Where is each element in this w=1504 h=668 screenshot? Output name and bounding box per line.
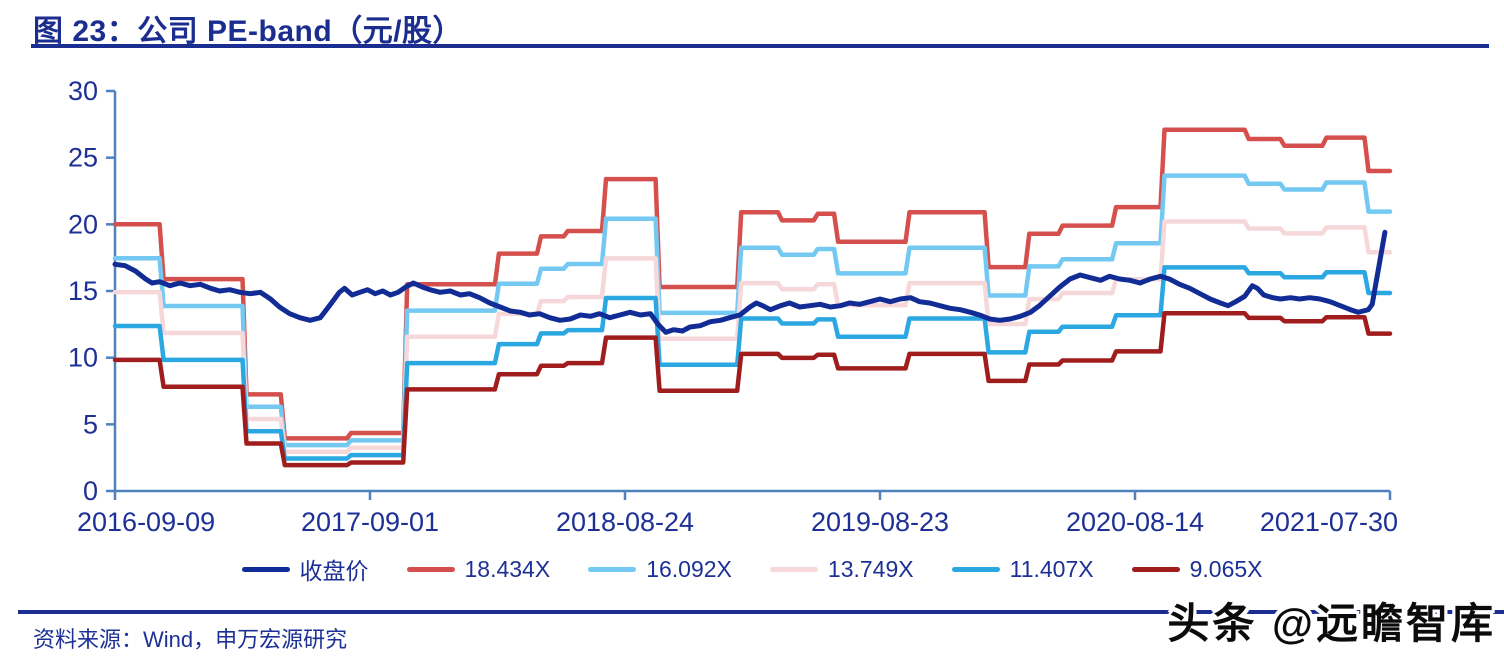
legend-label: 11.407X [1009, 555, 1094, 582]
legend-item: 18.434X [406, 555, 551, 583]
svg-text:20: 20 [68, 209, 98, 239]
legend-item: 16.092X [588, 556, 732, 583]
legend-item: 13.749X [769, 555, 914, 583]
svg-text:25: 25 [68, 143, 98, 173]
legend-label: 13.749X [827, 555, 914, 582]
chart-legend: 收盘价 18.434X 16.092X 13.749X 11.407X 9.065X [0, 552, 1504, 586]
legend-label: 18.434X [464, 555, 551, 582]
source-note: 资料来源：Wind，申万宏源研究 [33, 627, 348, 652]
figure-title: 图 23：公司 PE-band（元/股） [33, 15, 464, 48]
svg-text:2017-09-01: 2017-09-01 [301, 507, 439, 537]
svg-text:2021-07-30: 2021-07-30 [1260, 507, 1398, 537]
legend-item: 收盘价 [241, 552, 369, 586]
legend-label: 16.092X [646, 555, 732, 582]
svg-text:2016-09-09: 2016-09-09 [77, 507, 215, 537]
svg-text:2020-08-14: 2020-08-14 [1066, 507, 1204, 537]
legend-item: 9.065X [1131, 555, 1263, 583]
watermark: 头条 @远瞻智库 [1167, 600, 1496, 647]
legend-swatch [588, 566, 637, 572]
legend-label: 9.065X [1189, 555, 1263, 582]
title-underline [31, 44, 1489, 48]
svg-text:0: 0 [83, 476, 98, 506]
svg-text:10: 10 [68, 343, 98, 373]
legend-swatch [241, 566, 290, 572]
legend-swatch [951, 566, 1000, 572]
svg-text:30: 30 [68, 76, 98, 106]
legend-swatch [406, 566, 455, 572]
legend-label: 收盘价 [299, 558, 369, 584]
svg-text:2018-08-24: 2018-08-24 [556, 507, 694, 537]
svg-text:15: 15 [68, 276, 98, 306]
svg-text:5: 5 [83, 409, 98, 439]
legend-swatch [769, 566, 818, 572]
legend-item: 11.407X [951, 555, 1094, 583]
svg-text:2019-08-23: 2019-08-23 [811, 507, 949, 537]
footer-divider [18, 610, 1504, 614]
pe-band-chart: 0 5 10 15 20 25 30 2016-09-09 2017-09-01 2018-08-… [68, 76, 1398, 537]
legend-swatch [1131, 566, 1180, 572]
